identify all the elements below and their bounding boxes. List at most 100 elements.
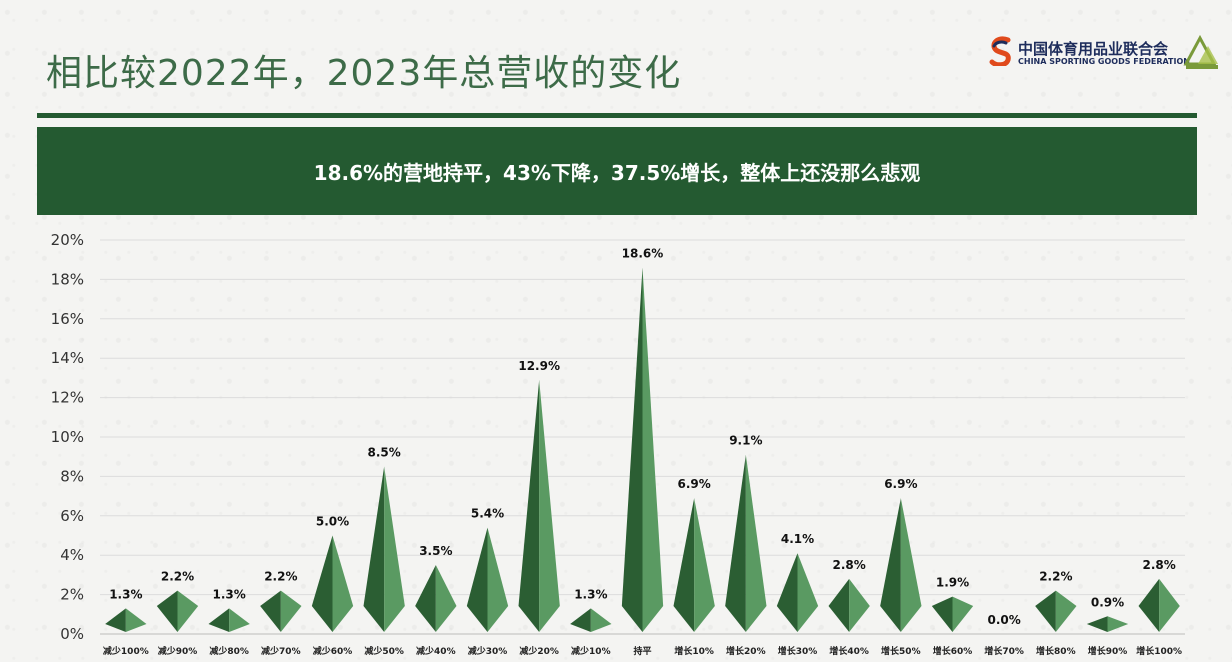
bar-face-left (363, 466, 385, 632)
bar-face-left (673, 498, 695, 632)
bar-face-right (177, 590, 199, 632)
data-label: 1.3% (109, 587, 142, 601)
category-label: 减少20% (519, 645, 559, 657)
bar-face-left (880, 498, 901, 632)
data-label: 2.2% (161, 570, 194, 584)
data-label: 4.1% (781, 532, 814, 546)
bar-face-right (694, 498, 715, 632)
category-label: 减少100% (103, 645, 149, 657)
bar-face-left (1138, 578, 1160, 632)
category-label: 增长40% (829, 645, 869, 657)
category-labels: 减少100% 减少90% 减少80% 减少70% 减少60% 减少50% 减少40% 减少30… (103, 645, 1182, 657)
category-label: 增长10% (674, 645, 714, 657)
data-label: 0.9% (1091, 595, 1124, 609)
y-tick-label: 2% (60, 586, 84, 604)
bar-face-left (311, 535, 333, 632)
bar-face-right (384, 466, 405, 632)
bar-face-left (725, 454, 746, 632)
bar-face-left (156, 590, 178, 632)
bar-face-left (828, 578, 850, 632)
y-axis-ticks: 0% 2% 4% 6% 8% 10% 12% 14% 16% 18% 20% (51, 231, 84, 643)
y-tick-label: 8% (60, 467, 84, 485)
category-label: 增长20% (726, 645, 766, 657)
category-label: 持平 (633, 645, 651, 657)
category-label: 增长50% (881, 645, 921, 657)
header-rule (37, 113, 1197, 118)
y-tick-label: 18% (51, 270, 84, 288)
bar (673, 498, 715, 632)
bar (570, 608, 612, 632)
bar-face-right (797, 553, 819, 632)
bar (1086, 616, 1129, 632)
bar-face-right (487, 527, 509, 632)
y-tick-label: 0% (60, 625, 84, 643)
bar-face-left (570, 608, 591, 632)
bar (311, 535, 354, 632)
bar (880, 498, 922, 632)
bar-face-left (931, 596, 953, 632)
data-label: 6.9% (678, 477, 711, 491)
bar-face-left (1086, 616, 1108, 632)
bars (105, 267, 1180, 632)
y-tick-label: 20% (51, 231, 84, 249)
category-label: 增长30% (778, 645, 818, 657)
bar (156, 590, 199, 632)
category-label: 减少60% (313, 645, 353, 657)
bar-face-right (1159, 578, 1180, 632)
data-label: 1.3% (574, 587, 607, 601)
bar (776, 553, 819, 632)
bar-face-left (260, 590, 281, 632)
logo-en-text: CHINA SPORTING GOODS FEDERATION (1018, 57, 1190, 66)
bar (363, 466, 405, 632)
bar (621, 267, 664, 632)
bar (725, 454, 767, 632)
y-tick-label: 6% (60, 507, 84, 525)
bar-face-left (776, 553, 798, 632)
data-label: 5.0% (316, 515, 349, 529)
summary-banner: 18.6%的营地持平，43%下降，37.5%增长，整体上还没那么悲观 (37, 127, 1197, 215)
bar-face-right (539, 379, 560, 632)
data-label: 1.3% (213, 587, 246, 601)
data-label: 2.2% (264, 570, 297, 584)
bar (415, 565, 457, 632)
bar-face-right (849, 578, 870, 632)
federation-logo: 中国体育用品业联合会 CHINA SPORTING GOODS FEDERATI… (988, 30, 1228, 74)
bar-face-right (1055, 590, 1077, 632)
data-label: 3.5% (419, 544, 452, 558)
data-label: 2.8% (1143, 558, 1176, 572)
category-label: 增长70% (984, 645, 1024, 657)
bar-face-left (415, 565, 436, 632)
category-label: 减少50% (364, 645, 404, 657)
bar-face-right (435, 565, 457, 632)
bar (828, 578, 870, 632)
data-label: 2.8% (833, 558, 866, 572)
data-label: 18.6% (622, 247, 664, 261)
category-label: 增长90% (1088, 645, 1128, 657)
bar (1035, 590, 1077, 632)
category-label: 减少70% (261, 645, 301, 657)
bar-face-left (105, 608, 126, 632)
page-title: 相比较2022年，2023年总营收的变化 (46, 53, 682, 94)
y-tick-label: 10% (51, 428, 84, 446)
bar-face-right (900, 498, 922, 632)
bar-face-left (1035, 590, 1056, 632)
category-label: 增长60% (933, 645, 973, 657)
bar-face-left (466, 527, 488, 632)
category-label: 增长80% (1036, 645, 1076, 657)
bar-face-right (642, 267, 664, 632)
bar (518, 379, 560, 632)
bar (1138, 578, 1180, 632)
outdoor-association-logo-icon (1183, 34, 1218, 69)
bar-face-left (621, 267, 643, 632)
y-tick-label: 12% (51, 389, 84, 407)
y-tick-label: 16% (51, 310, 84, 328)
bar (208, 608, 250, 632)
bar (260, 590, 302, 632)
data-label: 9.1% (729, 434, 762, 448)
bar-face-right (1107, 616, 1129, 632)
category-label: 减少10% (571, 645, 611, 657)
bar (931, 596, 974, 632)
federation-logo-icon (989, 36, 1011, 66)
bar-face-right (590, 608, 612, 632)
